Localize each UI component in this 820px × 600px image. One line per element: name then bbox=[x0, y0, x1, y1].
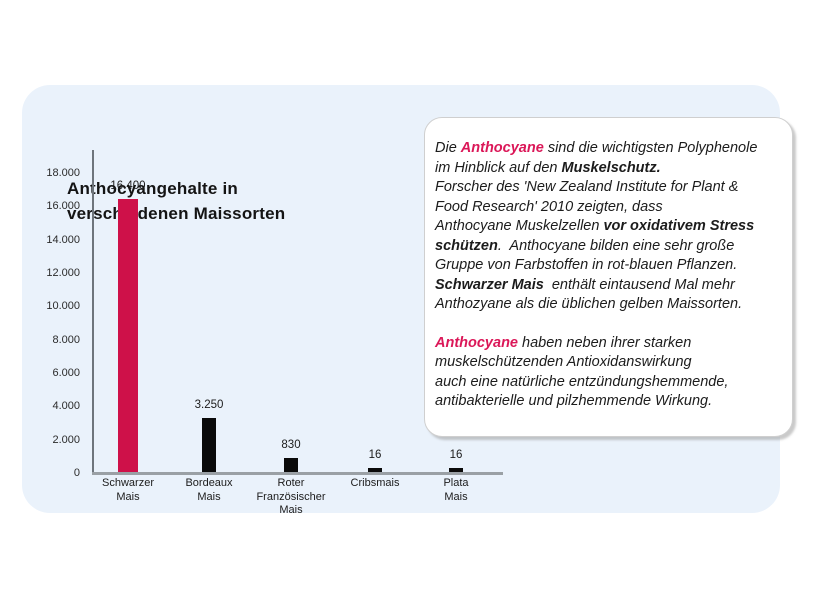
info-text-line: muskelschützenden Antioxidanswirkung bbox=[435, 353, 780, 373]
textbox-content: Die Anthocyane sind die wichtigsten Poly… bbox=[435, 139, 780, 412]
body-text: auch eine natürliche entzündungshemmende… bbox=[435, 373, 729, 390]
info-text-line: im Hinblick auf den Muskelschutz. bbox=[435, 159, 780, 179]
info-text-line: Anthocyane Muskelzellen vor oxidativem S… bbox=[435, 217, 780, 237]
body-text: Muskelschutz. bbox=[561, 159, 661, 176]
chart-title-line1: Anthocyangehalte in bbox=[67, 179, 238, 198]
body-text: Anthozyane als die üblichen gelben Maiss… bbox=[435, 296, 743, 312]
body-text: Anthocyane Muskelzellen bbox=[435, 218, 604, 234]
body-text: Food Research' 2010 zeigten, dass bbox=[435, 198, 663, 215]
chart-title-line2: verschiedenen Maissorten bbox=[67, 204, 286, 223]
body-text: im Hinblick auf den bbox=[435, 159, 562, 176]
body-text: antibakterielle und pilzhemmende Wirkung… bbox=[435, 393, 713, 409]
body-text: sind die wichtigsten Polyphenole bbox=[543, 140, 758, 156]
chart-title: Anthocyangehalte in verschiedenen Maisso… bbox=[67, 176, 285, 226]
body-text: vor oxidativem Stress bbox=[603, 218, 755, 234]
info-paragraph: Die Anthocyane sind die wichtigsten Poly… bbox=[435, 139, 780, 315]
info-paragraph: Anthocyane haben neben ihrer starken musk… bbox=[435, 334, 780, 412]
info-text-line: Food Research' 2010 zeigten, dass bbox=[435, 198, 780, 218]
body-text: Die bbox=[435, 140, 461, 156]
info-text-line: Forscher des 'New Zealand Institute for … bbox=[435, 178, 780, 198]
info-text-line: auch eine natürliche entzündungshemmende… bbox=[435, 373, 780, 393]
info-text-line: Gruppe von Farbstoffen in rot-blauen Pfl… bbox=[435, 256, 780, 276]
info-text-line: Anthozyane als die üblichen gelben Maiss… bbox=[435, 295, 780, 315]
info-box: Die Anthocyane sind die wichtigsten Poly… bbox=[424, 117, 793, 437]
body-text: schützen bbox=[435, 237, 498, 254]
body-text: enthält eintausend Mal mehr bbox=[543, 276, 735, 293]
info-text-line: schützen. Anthocyane bilden eine sehr gr… bbox=[435, 237, 780, 257]
info-text-line: Anthocyane haben neben ihrer starken bbox=[435, 334, 780, 354]
body-text: Gruppe von Farbstoffen in rot-blauen Pfl… bbox=[435, 257, 738, 273]
body-text: haben neben ihrer starken bbox=[518, 334, 692, 351]
body-text: muskelschützenden Antioxidanswirkung bbox=[435, 354, 692, 370]
info-text-line: Die Anthocyane sind die wichtigsten Poly… bbox=[435, 139, 780, 159]
accent-text: Anthocyane bbox=[460, 140, 544, 156]
body-text: Forscher des 'New Zealand Institute for … bbox=[435, 179, 739, 195]
info-text-line: antibakterielle und pilzhemmende Wirkung… bbox=[435, 392, 780, 412]
info-text-line: Schwarzer Mais enthält eintausend Mal me… bbox=[435, 276, 780, 296]
body-text: Schwarzer Mais bbox=[435, 276, 544, 293]
body-text: . Anthocyane bilden eine sehr große bbox=[497, 237, 735, 254]
accent-text: Anthocyane bbox=[435, 334, 518, 351]
